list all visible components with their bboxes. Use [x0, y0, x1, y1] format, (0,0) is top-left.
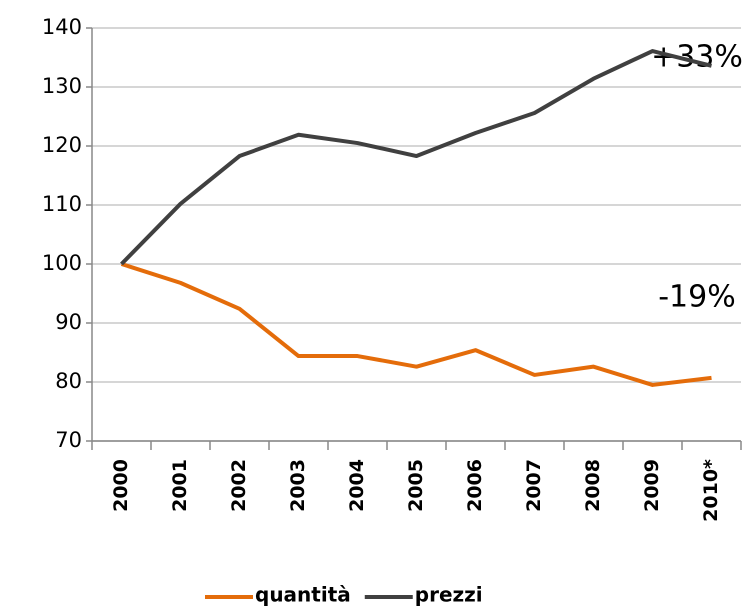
- x-tick-label: 2008: [582, 459, 604, 512]
- x-tick-label: 2004: [346, 459, 368, 512]
- x-tick-label: 2003: [287, 459, 309, 512]
- annotation: -19%: [658, 280, 736, 315]
- x-tick-label: 2000: [110, 459, 132, 512]
- y-tick-label: 70: [55, 428, 82, 452]
- x-tick-label: 2007: [523, 459, 545, 512]
- y-tick-label: 90: [55, 310, 82, 334]
- y-tick-label: 120: [42, 133, 82, 157]
- legend-label: prezzi: [415, 583, 483, 607]
- line: [120, 49, 712, 266]
- y-tick-label: 80: [55, 369, 82, 393]
- annotation: +33%: [651, 40, 743, 75]
- y-tick-label: 110: [42, 192, 82, 216]
- line: [120, 262, 712, 387]
- x-tick-label: 2006: [464, 459, 486, 512]
- x-tick-label: 2009: [641, 459, 663, 512]
- x-tick-label: 2010*: [700, 459, 722, 522]
- x-tick-label: 2001: [169, 459, 191, 512]
- y-tick-label: 140: [42, 15, 82, 39]
- x-tick-label: 2002: [228, 459, 250, 512]
- x-tick-label: 2005: [405, 459, 427, 512]
- y-tick-label: 130: [42, 74, 82, 98]
- legend-label: quantità: [255, 583, 351, 607]
- y-tick-label: 100: [42, 251, 82, 275]
